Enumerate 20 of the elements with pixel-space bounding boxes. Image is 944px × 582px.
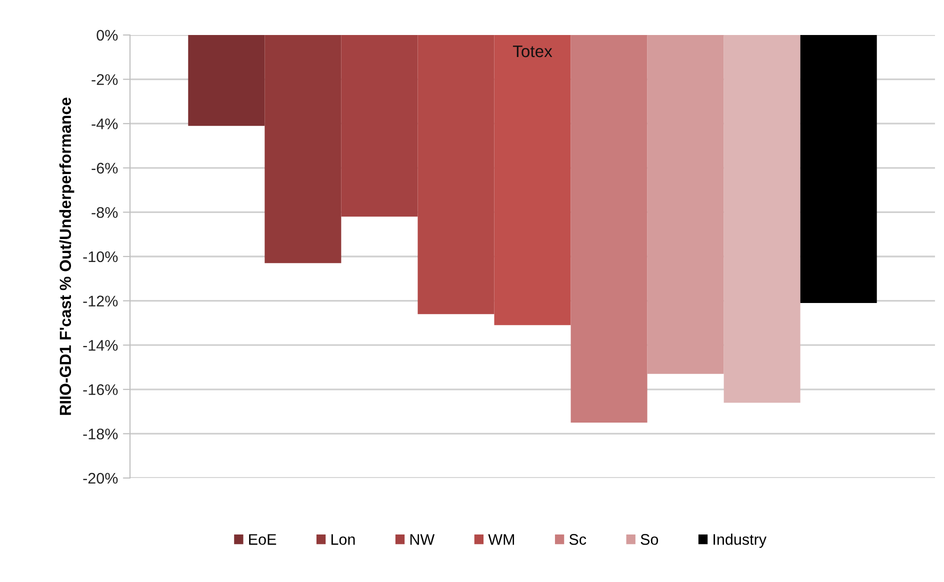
y-tick-label: -12%	[83, 296, 118, 306]
y-tick-label: -4%	[92, 118, 118, 130]
chart-title: Totex	[512, 46, 552, 58]
y-tick-label: -8%	[92, 207, 118, 218]
y-tick-label: -20%	[83, 472, 118, 484]
legend-label: WM	[488, 534, 514, 545]
y-tick-label: -14%	[83, 340, 118, 351]
y-tick-label: -6%	[92, 162, 118, 174]
y-tick-label: -2%	[92, 74, 118, 85]
y-tick-label: 0%	[96, 30, 118, 41]
legend-label: NW	[410, 534, 435, 545]
y-tick-label: -16%	[83, 384, 118, 396]
legend-label: Industry	[714, 534, 766, 548]
legend-label: So	[640, 534, 658, 545]
y-tick-label: -10%	[83, 251, 118, 262]
y-axis-title: RIIO-GD1 F'cast % Out/Underperformance	[59, 98, 74, 415]
legend-label: Sc	[569, 534, 586, 545]
legend-label: EoE	[249, 534, 276, 545]
legend-label: Lon	[331, 534, 355, 545]
y-tick-label: -18%	[83, 428, 118, 440]
